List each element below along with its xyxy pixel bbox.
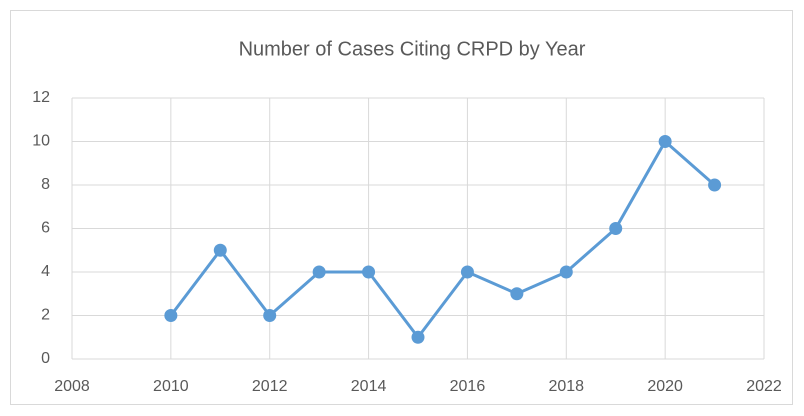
- data-point: [510, 287, 524, 301]
- x-tick-label: 2020: [647, 378, 683, 395]
- chart-border: [10, 10, 793, 405]
- x-tick-label: 2016: [450, 378, 486, 395]
- x-tick-label: 2018: [548, 378, 584, 395]
- x-tick-label: 2010: [153, 378, 189, 395]
- data-point: [213, 243, 227, 257]
- y-tick-label: 2: [41, 307, 50, 324]
- x-tick-label: 2012: [252, 378, 288, 395]
- data-point: [609, 222, 623, 235]
- data-point: [312, 265, 326, 279]
- data-point: [362, 265, 376, 279]
- series-line: [169, 140, 716, 339]
- y-tick-label: 12: [32, 89, 50, 106]
- data-point: [559, 265, 573, 279]
- x-tick-label: 2014: [351, 378, 387, 395]
- y-tick-label: 6: [41, 220, 50, 237]
- data-point: [411, 330, 425, 344]
- data-point: [263, 309, 277, 322]
- data-point: [708, 178, 722, 192]
- chart-title: Number of Cases Citing CRPD by Year: [239, 38, 586, 60]
- data-point: [658, 135, 672, 148]
- x-tick-label: 2022: [746, 378, 782, 395]
- y-tick-label: 8: [41, 176, 50, 193]
- y-tick-label: 4: [41, 263, 50, 280]
- x-tick-label: 2008: [54, 378, 90, 395]
- data-point: [164, 309, 178, 322]
- y-tick-label: 0: [41, 350, 50, 367]
- y-tick-label: 10: [32, 133, 50, 150]
- data-point: [460, 265, 474, 279]
